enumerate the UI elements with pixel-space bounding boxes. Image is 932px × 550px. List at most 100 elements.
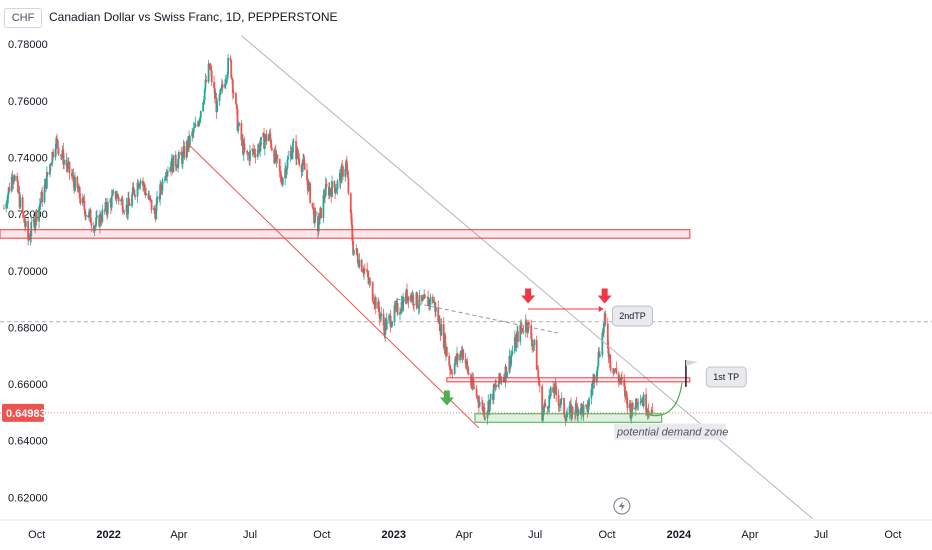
candle-body [350, 212, 353, 225]
candle-body [546, 406, 549, 409]
candle-body [180, 151, 183, 156]
candle-body [120, 199, 122, 202]
candle-body [159, 184, 162, 200]
candle-body [575, 402, 578, 406]
candle-body [593, 374, 596, 383]
candle-body [172, 154, 175, 173]
candle-body [486, 411, 489, 419]
candle-body [254, 154, 257, 157]
candle-body [347, 177, 350, 194]
candle-body [153, 208, 156, 215]
candle-body [16, 175, 19, 182]
candle-body [56, 140, 59, 149]
candle-body [313, 211, 316, 223]
candle-body [396, 303, 399, 315]
currency-selector[interactable]: CHF [4, 8, 42, 28]
candle-body [225, 79, 228, 81]
candle-body [549, 387, 552, 397]
candle-body [331, 181, 333, 197]
candle-body [213, 88, 216, 99]
candle-body [597, 352, 600, 366]
candle-body [349, 193, 352, 213]
candle-body [367, 277, 370, 283]
candle-body [79, 198, 82, 204]
candle-body [511, 351, 514, 354]
candle-body [265, 134, 268, 142]
candle-body [296, 148, 299, 157]
x-tick-label: Jul [814, 529, 828, 541]
candle-body [167, 171, 169, 173]
candle-body [517, 331, 519, 342]
candle-body [421, 298, 424, 302]
demand-zone-label: potential demand zone [616, 427, 728, 439]
candle-body [541, 386, 544, 421]
candle-body [101, 209, 104, 222]
candle-body [607, 348, 610, 357]
candle-body [93, 226, 96, 232]
candle-body [259, 145, 262, 152]
candle-body [542, 411, 544, 421]
candle-body [178, 151, 180, 160]
candle-body [160, 184, 162, 190]
candle-body [588, 398, 590, 407]
candle-body [459, 354, 462, 361]
candle-body [521, 328, 524, 332]
candle-body [431, 296, 434, 303]
candle-body [531, 338, 533, 347]
flag-icon [685, 359, 698, 366]
candle-body [345, 160, 348, 170]
candle-body [35, 211, 38, 222]
candle-body [237, 125, 240, 131]
candle-body [552, 387, 555, 393]
candle-body [253, 150, 256, 155]
candle-body [420, 295, 423, 302]
candle-body [626, 397, 629, 409]
candle-body [78, 186, 81, 199]
candle-body [574, 402, 577, 415]
candle-body [407, 296, 410, 302]
candle-body [615, 368, 618, 374]
candle-body [537, 370, 540, 378]
candle-body [298, 158, 301, 165]
candle-body [155, 204, 158, 220]
candle-body [246, 151, 249, 155]
lightning-bolt-icon [618, 501, 625, 511]
candle-body [595, 371, 598, 383]
candle-body [557, 395, 560, 406]
candle-body [219, 89, 222, 95]
candle-body [128, 203, 131, 206]
candle-body [185, 142, 188, 158]
candle-body [22, 212, 25, 216]
candle-body [193, 127, 196, 128]
candle-body [150, 200, 153, 211]
candle-body [224, 80, 227, 85]
candle-body [613, 369, 615, 374]
candle-body [538, 385, 541, 387]
candle-body [590, 389, 593, 399]
candle-body [602, 323, 605, 333]
candle-body [544, 402, 547, 407]
candle-body [269, 133, 272, 140]
candle-body [530, 325, 533, 339]
candle-body [27, 221, 30, 240]
candle-body [177, 159, 180, 168]
candle-body [17, 181, 19, 193]
candle-body [395, 304, 397, 309]
candle-body [477, 396, 480, 402]
candle-body [240, 123, 243, 141]
candle-body [325, 183, 328, 187]
candle-body [571, 406, 574, 414]
candle-body [221, 84, 224, 88]
candle-body [306, 169, 308, 181]
candle-body [38, 204, 41, 207]
candle-body [62, 149, 65, 165]
candle-body [83, 200, 86, 210]
candle-body [213, 82, 215, 89]
candle-body [634, 407, 637, 410]
candle-body [281, 178, 284, 185]
candle-body [440, 324, 443, 336]
candle-body [136, 182, 139, 197]
y-tick-label: 0.72000 [8, 209, 48, 221]
